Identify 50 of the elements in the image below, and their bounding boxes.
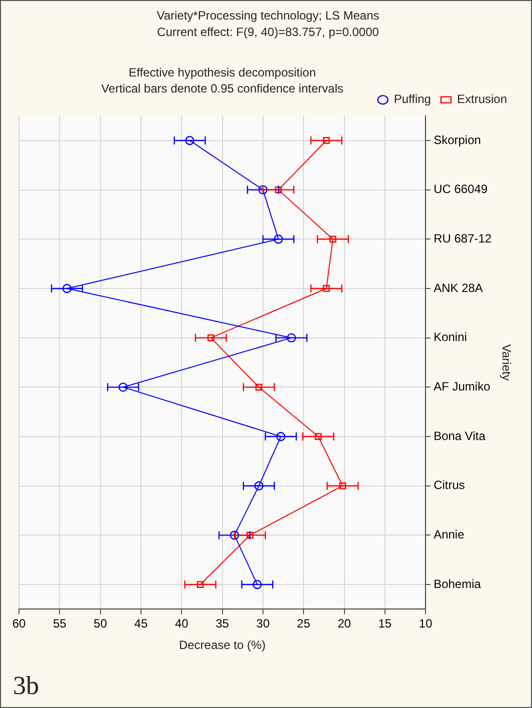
y-tick-label: Skorpion	[434, 132, 481, 147]
point	[339, 482, 346, 490]
point	[329, 236, 336, 243]
point	[196, 581, 204, 588]
point	[230, 530, 240, 540]
point	[207, 334, 214, 342]
x-tick-label: 30	[256, 616, 270, 631]
point	[246, 532, 254, 539]
x-tick-label: 40	[174, 616, 189, 631]
text: Effective hypothesis decomposition	[128, 65, 316, 80]
x-tick-label: 20	[338, 616, 352, 631]
point	[258, 185, 268, 194]
point	[314, 433, 322, 440]
x-tick-label: 25	[296, 616, 311, 631]
y-tick-label: Bohemia	[434, 576, 482, 591]
y-tick-label: Annie	[434, 528, 465, 542]
y-tick-label: Citrus	[434, 478, 465, 492]
legend-label: Extrusion	[456, 92, 508, 106]
point	[322, 285, 330, 292]
point	[254, 481, 264, 490]
x-tick-label: 15	[378, 616, 392, 631]
y-axis-title: Variety	[499, 344, 514, 381]
x-axis-title: Decrease to (%)	[178, 638, 266, 652]
point	[276, 432, 286, 442]
x-tick-label: 45	[134, 616, 148, 631]
text: 3b	[13, 670, 39, 700]
y-tick-label: UC 66049	[434, 182, 488, 196]
y-tick-label: AF Jumiko	[434, 379, 491, 394]
point	[62, 284, 72, 294]
x-tick-label: 55	[52, 616, 67, 631]
point	[322, 137, 330, 144]
point	[252, 580, 262, 590]
point	[274, 186, 282, 194]
point	[286, 333, 296, 342]
y-tick-label: Bona Vita	[434, 428, 486, 443]
y-tick-label: RU 687-12	[434, 231, 492, 246]
x-tick-label: 10	[418, 616, 433, 631]
chart-title: Variety*Processing technology; LS Means	[156, 8, 380, 23]
text: Vertical bars denote 0.95 confidence intervals	[101, 81, 344, 96]
point	[185, 136, 194, 146]
x-tick-label: 35	[216, 616, 230, 631]
point	[118, 382, 128, 392]
chart-subtitle: Current effect: F(9, 40)=83.757, p=0.0000	[157, 24, 380, 39]
x-tick-label: 60	[12, 616, 26, 631]
y-tick-label: Konini	[434, 330, 467, 344]
legend-label: Puffing	[394, 92, 431, 106]
point	[274, 234, 283, 244]
x-tick-label: 50	[94, 616, 108, 631]
y-tick-label: ANK 28A	[434, 280, 483, 295]
point	[255, 384, 262, 391]
